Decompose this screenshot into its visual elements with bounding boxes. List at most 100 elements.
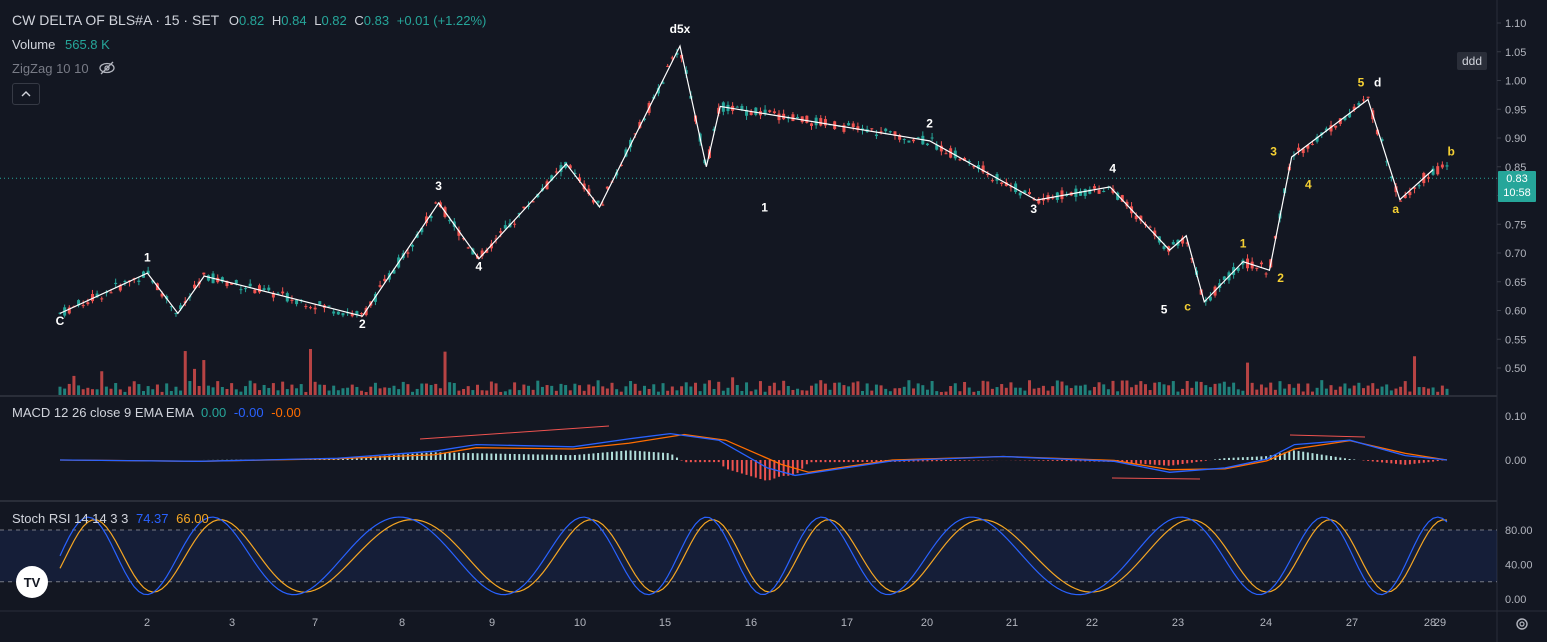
volume-bar — [350, 384, 354, 395]
volume-bar — [1051, 386, 1055, 395]
wave-label: 1 — [1240, 236, 1247, 250]
volume-bar — [429, 385, 433, 395]
volume-bar — [401, 381, 405, 395]
volume-bar — [202, 360, 206, 395]
symbol-title[interactable]: CW DELTA OF BLS#A · 15 · SET — [12, 12, 220, 28]
eye-off-icon[interactable] — [98, 61, 116, 78]
wave-label: 1 — [761, 201, 768, 215]
candle-body — [522, 206, 526, 209]
volume-bar — [1413, 356, 1417, 395]
candle-body — [513, 223, 517, 225]
volume-bar — [1297, 383, 1301, 395]
candle-body — [248, 283, 252, 287]
volume-bar — [554, 390, 558, 395]
volume-bar — [675, 390, 679, 395]
candle-body — [1000, 182, 1004, 185]
volume-bar — [1352, 385, 1356, 395]
volume-bar — [346, 387, 350, 395]
volume-bar — [1213, 383, 1217, 395]
candle-body — [1236, 267, 1240, 271]
volume-bar — [1181, 388, 1185, 395]
volume-bar — [1032, 388, 1036, 395]
stoch-tick-label: 80.00 — [1505, 525, 1533, 537]
volume-bar — [341, 388, 345, 395]
candle-body — [527, 205, 531, 207]
volume-bar — [958, 391, 962, 395]
wave-label: 4 — [1305, 178, 1312, 192]
volume-bar — [503, 391, 507, 395]
volume-bar — [1227, 386, 1231, 395]
candle-body — [429, 215, 433, 219]
candle-body — [976, 164, 980, 169]
candle-body — [1004, 182, 1008, 187]
macd-legend: MACD 12 26 close 9 EMA EMA 0.00 -0.00 -0… — [12, 405, 301, 420]
wave-label: 3 — [435, 179, 442, 193]
volume-bar — [1167, 385, 1171, 395]
volume-bar — [944, 391, 948, 395]
stoch-label[interactable]: Stoch RSI 14 14 3 3 — [12, 511, 129, 526]
candle-body — [601, 204, 605, 206]
volume-bar — [912, 388, 916, 395]
candle-body — [1259, 262, 1263, 265]
volume-bar — [508, 389, 512, 395]
volume-label[interactable]: Volume — [12, 37, 56, 52]
macd-label[interactable]: MACD 12 26 close 9 EMA EMA — [12, 405, 194, 420]
volume-bar — [670, 386, 674, 395]
volume-bar — [768, 385, 772, 395]
candle-body — [791, 114, 795, 122]
wave-label: 2 — [926, 117, 933, 131]
time-tick-label: 17 — [841, 617, 853, 629]
candle-body — [587, 188, 591, 195]
candle-body — [1385, 161, 1389, 163]
candle-body — [656, 87, 660, 94]
tradingview-logo[interactable]: TV — [16, 566, 48, 598]
volume-bar — [234, 389, 238, 395]
candle-body — [1097, 190, 1101, 194]
wave-label: 5 — [1358, 75, 1365, 89]
volume-bar — [601, 386, 605, 395]
volume-bar — [568, 390, 572, 395]
volume-bar — [271, 383, 275, 395]
volume-bar — [411, 391, 415, 395]
volume-bar — [327, 390, 331, 395]
candle-body — [591, 199, 595, 203]
candle-body — [666, 65, 670, 67]
volume-bar — [1301, 391, 1305, 395]
volume-bar — [1292, 387, 1296, 395]
volume-bar — [610, 382, 614, 395]
volume-bar — [842, 385, 846, 395]
volume-bar — [276, 390, 280, 395]
stoch-band — [0, 530, 1497, 582]
volume-bar — [1102, 384, 1106, 395]
volume-bar — [861, 390, 865, 395]
candle-body — [568, 165, 572, 169]
volume-bar — [1259, 384, 1263, 395]
candle-body — [912, 139, 916, 142]
candle-body — [206, 275, 210, 281]
volume-bar — [104, 386, 108, 395]
zigzag-label[interactable]: ZigZag 10 10 — [12, 61, 89, 76]
candle-body — [642, 118, 646, 120]
candle-body — [680, 54, 684, 59]
gear-icon[interactable] — [1514, 616, 1530, 632]
volume-bar — [364, 391, 368, 395]
wave-label: 1 — [144, 251, 151, 265]
volume-bar — [392, 385, 396, 395]
volume-bar — [267, 387, 271, 395]
volume-bar — [573, 383, 577, 395]
candle-body — [963, 158, 967, 161]
candle-body — [805, 115, 809, 123]
badge-label[interactable]: ddd — [1457, 52, 1488, 70]
volume-bar — [1055, 380, 1059, 395]
volume-bar — [1362, 388, 1366, 395]
candle-body — [1148, 226, 1152, 228]
candle-body — [350, 314, 354, 317]
volume-bar — [206, 385, 210, 395]
collapse-legend-button[interactable] — [12, 83, 40, 105]
volume-bar — [1329, 385, 1333, 395]
volume-bar — [1185, 380, 1189, 395]
candle-body — [633, 133, 637, 135]
volume-bar — [475, 384, 479, 395]
candle-body — [1389, 176, 1393, 178]
